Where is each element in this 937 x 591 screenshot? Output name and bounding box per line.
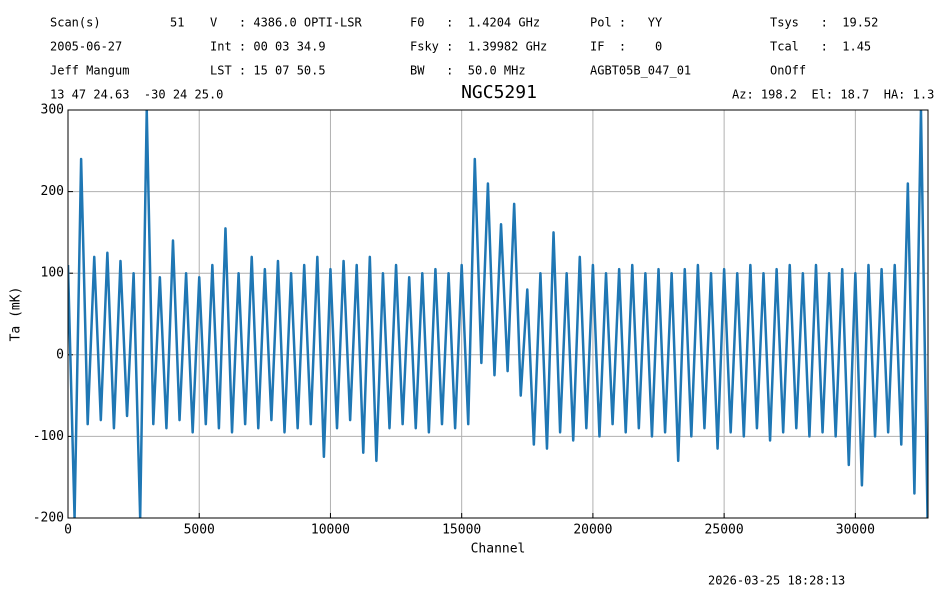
x-tick-label: 20000 <box>573 523 612 538</box>
header-field: Scan(s) <box>50 16 101 30</box>
coordinates: 13 47 24.63 -30 24 25.0 <box>50 88 223 102</box>
header-field: Tcal : 1.45 <box>770 40 871 54</box>
pointing: Az: 198.2 El: 18.7 HA: 1.3 <box>732 88 934 102</box>
header-field: OnOff <box>770 64 806 78</box>
header-field: Tsys : 19.52 <box>770 16 878 30</box>
y-tick-label: 300 <box>41 103 64 118</box>
x-tick-label: 15000 <box>442 523 481 538</box>
spectrum-line <box>68 110 928 518</box>
header-field: V : 4386.0 OPTI-LSR <box>210 16 362 30</box>
plot-frame <box>67 109 929 519</box>
header-field: Jeff Mangum <box>50 64 129 78</box>
header-field: LST : 15 07 50.5 <box>210 64 326 78</box>
y-axis-label: Ta (mK) <box>9 287 24 342</box>
x-tick-label: 25000 <box>705 523 744 538</box>
y-tick-label: -200 <box>33 511 64 526</box>
header-field: Fsky : 1.39982 GHz <box>410 40 547 54</box>
header: Scan(s) 51 V : 4386.0 OPTI-LSR F0 : 1.4204 … <box>50 16 878 78</box>
header-field: Pol : YY <box>590 16 663 30</box>
y-tick-label: 0 <box>56 347 64 362</box>
header-field: 51 <box>170 16 184 30</box>
header-field: 2005-06-27 <box>50 40 122 54</box>
x-tick-label: 5000 <box>184 523 215 538</box>
y-tick-label: 200 <box>41 184 64 199</box>
y-tick-label: 100 <box>41 266 64 281</box>
header-field: IF : 0 <box>590 40 662 54</box>
header-field: AGBT05B_047_01 <box>590 64 691 78</box>
header-field: Int : 00 03 34.9 <box>210 40 326 54</box>
y-tick-label: -100 <box>33 429 64 444</box>
x-tick-label: 10000 <box>311 523 350 538</box>
chart-title: NGC5291 <box>461 82 537 103</box>
header-field: F0 : 1.4204 GHz <box>410 16 540 30</box>
x-tick-label: 0 <box>64 523 72 538</box>
x-axis-label: Channel <box>471 542 526 557</box>
x-tick-label: 30000 <box>836 523 875 538</box>
timestamp: 2026-03-25 18:28:13 <box>708 574 845 588</box>
header-field: BW : 50.0 MHz <box>410 64 526 78</box>
